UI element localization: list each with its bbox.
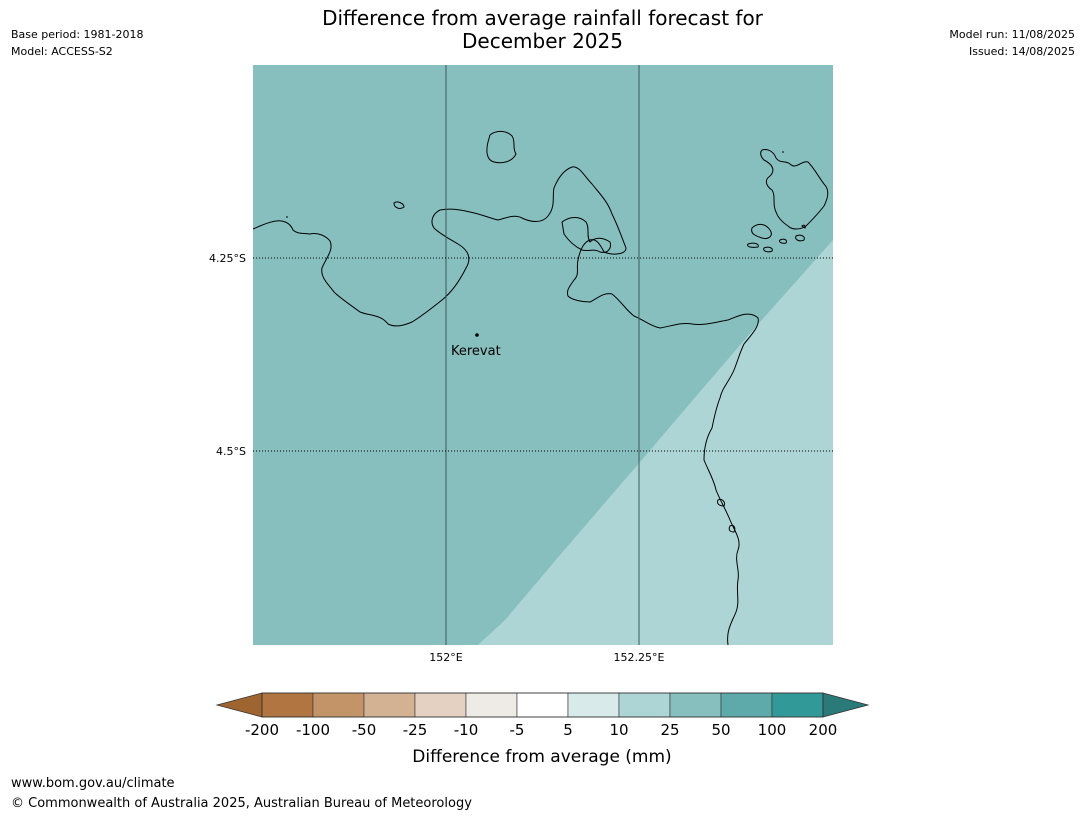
model-run-text: Model run: 11/08/2025 — [949, 28, 1075, 41]
model-text: Model: ACCESS-S2 — [11, 45, 113, 58]
colorbar-segment — [567, 692, 620, 718]
title-line-2: December 2025 — [462, 29, 623, 53]
colorbar-title: Difference from average (mm) — [412, 747, 671, 767]
lon-label-152-25: 152.25°E — [614, 651, 665, 664]
place-label: Kerevat — [451, 344, 501, 359]
colorbar-tick-label: 25 — [660, 721, 679, 739]
colorbar-segment — [720, 692, 773, 718]
colorbar-segment — [669, 692, 722, 718]
colorbar-tick-label: -10 — [454, 721, 479, 739]
colorbar-segment — [618, 692, 671, 718]
colorbar-outline — [261, 692, 824, 718]
colorbar-tick-label: -50 — [352, 721, 377, 739]
metadata-left: Base period: 1981-2018 Model: ACCESS-S2 — [11, 26, 143, 60]
colorbar-segment — [312, 692, 365, 718]
anomaly-region-secondary — [478, 240, 833, 645]
title-line-1: Difference from average rainfall forecas… — [322, 6, 763, 30]
colorbar-tick-label: 200 — [809, 721, 838, 739]
lon-label-152: 152°E — [429, 651, 462, 664]
colorbar-segment — [363, 692, 416, 718]
colorbar-segment — [771, 692, 824, 718]
colorbar-segment — [261, 692, 314, 718]
colorbar-extend-high — [822, 692, 870, 718]
base-period-text: Base period: 1981-2018 — [11, 28, 144, 41]
colorbar-segment — [414, 692, 467, 718]
issued-text: Issued: 14/08/2025 — [968, 45, 1075, 58]
footer-copyright: © Commonwealth of Australia 2025, Austra… — [11, 796, 472, 811]
colorbar-tick-label: 50 — [711, 721, 730, 739]
coastline — [252, 130, 829, 646]
place-marker — [475, 333, 479, 337]
colorbar-tick-label: 100 — [758, 721, 787, 739]
colorbar-tick-label: 10 — [609, 721, 628, 739]
metadata-right: Model run: 11/08/2025 Issued: 14/08/2025 — [949, 26, 1075, 60]
colorbar-segment — [465, 692, 518, 718]
map-title: Difference from average rainfall forecas… — [0, 7, 1085, 53]
colorbar-tick-label: -200 — [245, 721, 279, 739]
footer-url: www.bom.gov.au/climate — [11, 776, 175, 791]
lat-label-4-25: 4.25°S — [209, 252, 246, 265]
colorbar-legend: -200 -100 -50 -25 -10 -5 5 10 25 50 100 … — [215, 692, 870, 767]
colorbar-extend-low — [215, 692, 263, 718]
colorbar-tick-label: -100 — [296, 721, 330, 739]
colorbar-tick-label: -25 — [403, 721, 428, 739]
colorbar-segment — [516, 692, 569, 718]
colorbar-tick-label: 5 — [563, 721, 573, 739]
colorbar-tick-label: -5 — [510, 721, 525, 739]
lat-label-4-5: 4.5°S — [216, 445, 246, 458]
graticule — [253, 65, 833, 645]
map-panel: Kerevat 4.25°S 4.5°S 152°E 152.25°E — [209, 65, 833, 664]
